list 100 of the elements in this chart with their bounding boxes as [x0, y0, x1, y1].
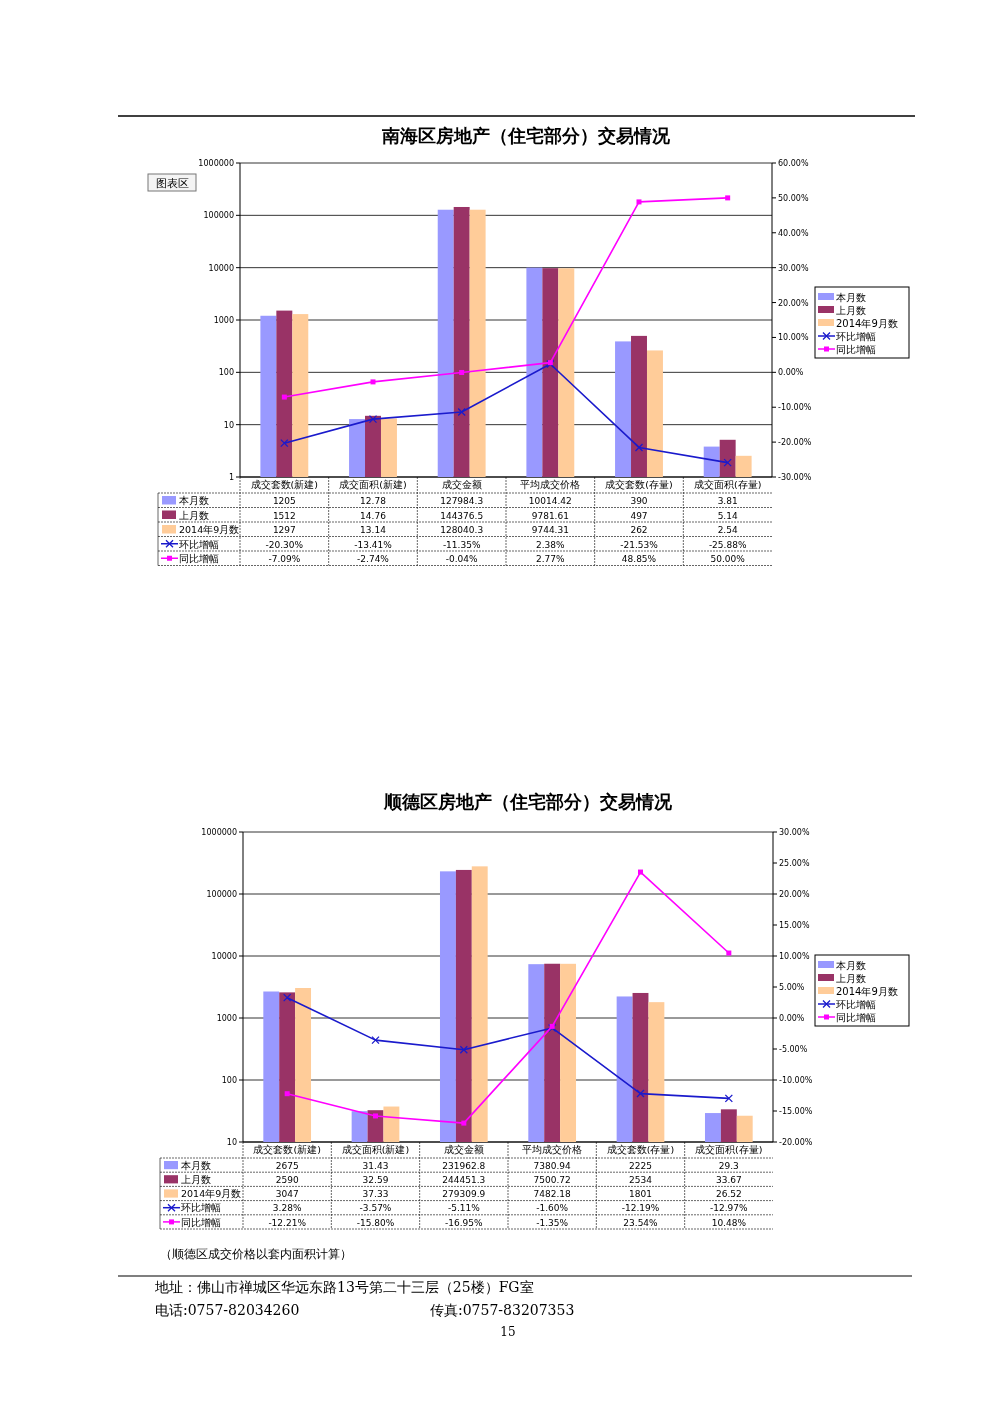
legend-label: 上月数 [181, 1173, 211, 1185]
text: 环比增幅 [836, 331, 876, 342]
data-label: 2.77% [536, 554, 566, 564]
data-label: 497 [630, 510, 648, 521]
data-label: 33.67 [715, 1174, 742, 1185]
data-label: 31.43 [362, 1160, 389, 1171]
data-label: -2.74% [357, 554, 390, 564]
text: 本月数 [836, 960, 866, 971]
text: 15 [500, 1325, 516, 1339]
data-label: -1.60% [536, 1203, 569, 1214]
text: 同比增幅 [181, 1216, 221, 1228]
data-label: -25.88% [708, 539, 747, 550]
x-tick-label: 成交金额 [443, 1144, 484, 1155]
y2-tick-label: 30.00% [779, 828, 810, 837]
data-label: -7.09% [268, 554, 301, 564]
data-label: 48.85% [621, 554, 657, 564]
data-label: 2534 [629, 1174, 653, 1185]
data-label: 390 [630, 496, 648, 506]
y-tick-label: 10 [226, 1138, 237, 1147]
y2-tick-label: 0.00% [778, 368, 804, 378]
data-label: 1512 [272, 510, 296, 521]
data-label: 9781.61 [531, 510, 569, 521]
chart-title: 顺德区房地产（住宅部分）交易情况 [383, 791, 673, 812]
data-label: 2.54 [717, 525, 738, 535]
y2-tick-label: 40.00% [778, 228, 809, 238]
data-label: 3.81 [717, 496, 738, 506]
legend-label: 本月数 [181, 1159, 211, 1171]
x-tick-label: 平均成交价格 [520, 479, 581, 490]
data-label: 262 [630, 525, 648, 535]
text: 同比增幅 [179, 553, 219, 564]
data-label: -21.53% [620, 539, 659, 550]
data-label: 5.14 [717, 510, 738, 521]
data-label: -11.35% [442, 539, 481, 550]
text: 地址：佛山市禅城区华远东路13号第二十三层（25楼）FG室 [154, 1279, 534, 1295]
x-tick-label: 成交面积(存量) [693, 479, 762, 490]
data-label: 10.48% [711, 1217, 747, 1228]
data-label: 7482.18 [533, 1189, 572, 1200]
data-label: -3.57% [359, 1203, 392, 1214]
x-tick-label: 成交面积(新建) [339, 479, 407, 490]
x-tick-label: 成交套数(存量) [606, 1144, 675, 1155]
data-label: 10014.42 [528, 496, 572, 506]
data-label: 231962.8 [442, 1160, 486, 1171]
legend-label: 环比增幅 [836, 999, 876, 1010]
y2-tick-label: -10.00% [779, 1076, 813, 1085]
data-label: 128040.3 [440, 525, 484, 535]
y2-tick-label: -15.00% [779, 1107, 813, 1116]
legend-label: 本月数 [179, 495, 209, 506]
data-label: 1205 [272, 496, 296, 506]
y-tick-label: 1000000 [198, 159, 234, 168]
x-tick-label: 成交面积(新建) [341, 1144, 410, 1155]
y2-tick-label: -5.00% [779, 1045, 808, 1054]
text: 上月数 [836, 973, 866, 984]
data-label: -13.41% [354, 539, 393, 550]
y-tick-label: 1 [228, 473, 234, 482]
data-label: 50.00% [710, 554, 746, 564]
text: 2014年9月数 [836, 318, 898, 329]
data-label: 3047 [275, 1189, 299, 1200]
x-tick-label: 成交套数(新建) [253, 1144, 321, 1155]
y-tick-label: 10000 [211, 952, 237, 961]
data-label: -12.97% [710, 1203, 749, 1214]
data-label: 7380.94 [533, 1160, 572, 1171]
legend-label: 环比增幅 [179, 538, 219, 550]
data-label: 2.38% [536, 539, 566, 550]
data-label: -20.30% [265, 539, 304, 550]
text: 图表区 [155, 177, 189, 190]
y2-tick-label: 60.00% [778, 159, 809, 168]
data-label: 2590 [275, 1174, 299, 1185]
y2-tick-label: 5.00% [779, 983, 805, 992]
data-label: 37.33 [362, 1189, 389, 1200]
legend-label: 2014年9月数 [179, 524, 240, 535]
x-tick-label: 成交面积(存量) [695, 1144, 763, 1155]
y2-tick-label: 50.00% [778, 193, 809, 203]
text: （顺德区成交价格以套内面积计算） [160, 1247, 352, 1261]
data-label: -15.80% [356, 1217, 395, 1228]
text: 上月数 [836, 305, 866, 316]
data-label: 279309.9 [442, 1189, 486, 1200]
data-label: 1297 [272, 525, 296, 535]
y2-tick-label: 10.00% [779, 952, 810, 961]
y2-tick-label: 15.00% [779, 921, 810, 930]
legend-label: 同比增幅 [836, 1012, 876, 1023]
legend-label: 同比增幅 [836, 344, 876, 355]
data-label: 32.59 [362, 1174, 389, 1185]
x-tick-label: 平均成交价格 [522, 1144, 583, 1155]
x-tick-label: 成交金额 [441, 479, 482, 490]
data-label: 9744.31 [531, 525, 569, 535]
y2-tick-label: 0.00% [779, 1014, 805, 1023]
legend-label: 上月数 [179, 509, 209, 521]
data-label: 144376.5 [440, 510, 484, 521]
data-label: -1.35% [536, 1217, 569, 1228]
data-label: 2675 [275, 1160, 299, 1171]
y2-tick-label: 25.00% [779, 859, 810, 868]
data-label: 7500.72 [533, 1174, 571, 1185]
legend-label: 2014年9月数 [181, 1188, 242, 1200]
x-tick-label: 成交套数(新建) [250, 479, 319, 490]
y2-tick-label: 30.00% [778, 263, 809, 273]
data-label: 244451.3 [442, 1174, 486, 1185]
y-tick-label: 1000 [213, 316, 234, 325]
data-label: 23.54% [623, 1217, 659, 1228]
y-tick-label: 100 [221, 1076, 237, 1085]
y2-tick-label: 10.00% [778, 333, 809, 343]
